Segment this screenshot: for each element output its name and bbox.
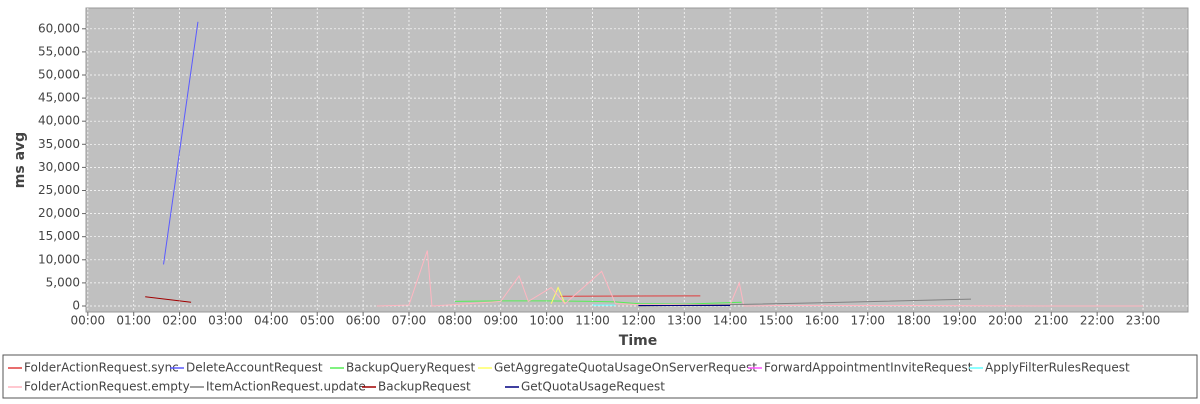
legend-label: ApplyFilterRulesRequest	[985, 361, 1130, 375]
legend-label: GetAggregateQuotaUsageOnServerRequest	[494, 361, 757, 375]
y-tick-label: 50,000	[38, 67, 80, 81]
legend-label: DeleteAccountRequest	[186, 361, 323, 375]
y-tick-label: 0	[72, 298, 80, 312]
legend-label: GetQuotaUsageRequest	[521, 380, 665, 394]
x-axis-title: Time	[619, 333, 657, 349]
y-tick-label: 20,000	[38, 206, 80, 220]
legend-label: FolderActionRequest.empty	[24, 380, 190, 394]
y-axis-title: ms avg	[12, 132, 28, 188]
y-tick-label: 40,000	[38, 114, 80, 128]
y-tick-label: 10,000	[38, 252, 80, 266]
legend-label: BackupRequest	[378, 380, 471, 394]
y-tick-label: 60,000	[38, 21, 80, 35]
y-tick-label: 25,000	[38, 183, 80, 197]
y-tick-label: 5,000	[46, 275, 80, 289]
plot-area	[86, 8, 1188, 312]
legend-label: FolderActionRequest.sync	[24, 361, 179, 375]
legend-label: ForwardAppointmentInviteRequest	[764, 361, 973, 375]
y-tick-label: 35,000	[38, 137, 80, 151]
y-tick-label: 30,000	[38, 160, 80, 174]
y-tick-label: 45,000	[38, 91, 80, 105]
y-tick-label: 15,000	[38, 229, 80, 243]
legend-label: BackupQueryRequest	[346, 361, 475, 375]
y-tick-label: 55,000	[38, 44, 80, 58]
legend-label: ItemActionRequest.update	[206, 380, 366, 394]
